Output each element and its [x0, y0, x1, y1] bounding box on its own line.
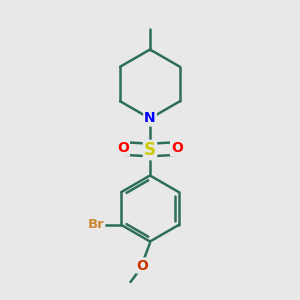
Text: O: O — [171, 142, 183, 155]
Text: Br: Br — [88, 218, 104, 232]
Text: N: N — [144, 112, 156, 125]
Text: O: O — [136, 259, 148, 272]
Text: O: O — [117, 142, 129, 155]
Text: S: S — [144, 141, 156, 159]
